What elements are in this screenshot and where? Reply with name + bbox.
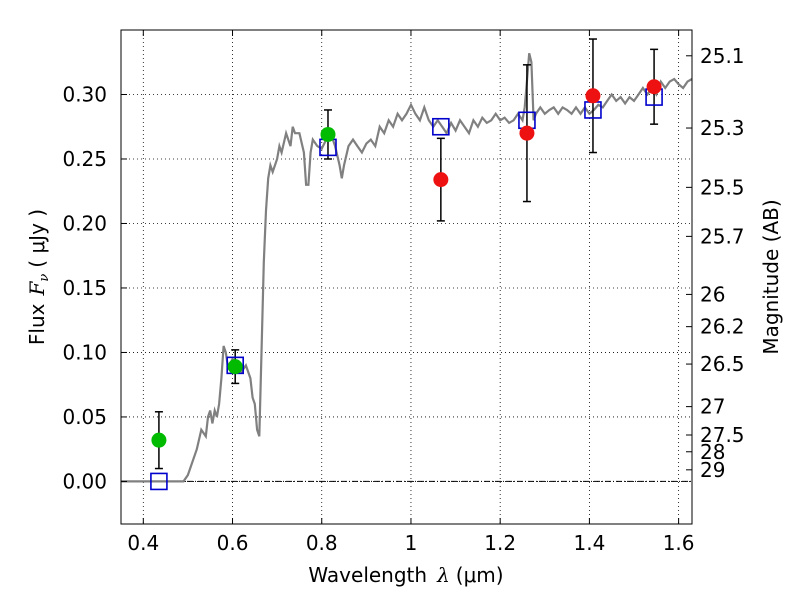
x-tick-label: 1.2	[484, 531, 516, 555]
x-axis-label: Wavelength λ (μm)	[308, 563, 503, 587]
nir-flux-point	[519, 125, 535, 141]
optical-flux-point	[320, 126, 336, 142]
x-axis-ticks: 0.4 0.6 0.8 1 1.2 1.4 1.6	[127, 30, 695, 555]
optical-flux-point	[151, 432, 167, 448]
y-tick-label: 0.20	[62, 211, 107, 235]
y-tick-label: 0.10	[62, 340, 107, 364]
mag-tick-label: 25.3	[700, 116, 745, 140]
mag-tick-label: 28	[700, 440, 725, 464]
y-tick-label: 0.25	[62, 147, 107, 171]
model-band-markers	[150, 88, 663, 491]
y-tick-label: 0.15	[62, 276, 107, 300]
y-tick-label: 0.05	[62, 405, 107, 429]
mag-tick-label: 27.5	[700, 423, 745, 447]
mag-tick-label: 25.1	[700, 44, 745, 68]
x-tick-label: 1.4	[573, 531, 605, 555]
nir-flux-point	[646, 79, 662, 95]
x-tick-label: 0.6	[217, 531, 249, 555]
x-tick-label: 1.6	[663, 531, 695, 555]
mag-tick-label: 27	[700, 395, 725, 419]
y-axis-ticks: 0.00 0.05 0.10 0.15 0.20 0.25 0.30	[62, 82, 127, 493]
y-tick-label: 0.00	[62, 469, 107, 493]
model-band-square	[432, 117, 450, 136]
x-tick-label: 1	[405, 531, 418, 555]
observed-points	[151, 79, 662, 448]
nir-flux-point	[585, 88, 601, 104]
error-bars	[154, 38, 659, 470]
model-band-square	[150, 472, 168, 491]
mag-tick-label: 26	[700, 282, 725, 306]
x-tick-label: 0.4	[127, 531, 159, 555]
plot-frame	[120, 29, 693, 525]
magnitude-axis-label: Magnitude (AB)	[759, 199, 783, 354]
optical-flux-point	[227, 359, 243, 375]
y-axis-label: FluxFν( μJy )	[25, 209, 52, 345]
y-tick-label: 0.30	[62, 82, 107, 106]
model-sed-line	[121, 52, 693, 483]
mag-tick-label: 29	[700, 458, 725, 482]
mag-tick-label: 26.5	[700, 352, 745, 376]
mag-tick-label: 26.2	[700, 315, 745, 339]
nir-flux-point	[433, 172, 449, 188]
mag-tick-label: 25.7	[700, 224, 745, 248]
mag-tick-label: 25.5	[700, 175, 745, 199]
x-tick-label: 0.8	[306, 531, 338, 555]
